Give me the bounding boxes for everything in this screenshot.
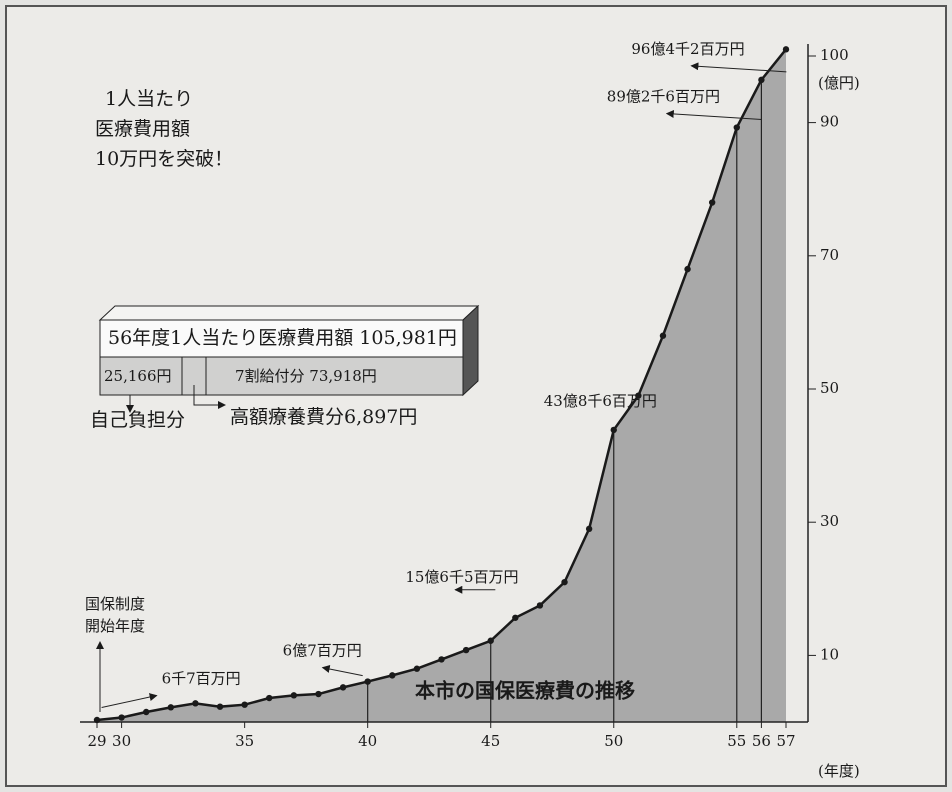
point	[266, 695, 272, 701]
point	[463, 647, 469, 653]
x-tick-label: 35	[235, 732, 254, 750]
headline: 医療費用額	[95, 118, 190, 140]
y-tick-label: 90	[820, 113, 839, 131]
start-note: 開始年度	[85, 617, 145, 635]
point	[168, 704, 174, 710]
point	[94, 717, 100, 723]
point	[537, 602, 543, 608]
info-header: 56年度1人当たり医療費用額 105,981円	[108, 327, 457, 349]
point	[118, 714, 124, 720]
point	[684, 266, 690, 272]
y-tick-label: 30	[820, 512, 839, 530]
x-tick-label: 50	[604, 732, 623, 750]
point	[389, 672, 395, 678]
point	[611, 427, 617, 433]
x-tick-label: 29	[87, 732, 106, 750]
point	[364, 678, 370, 684]
value-label: 96億4千2百万円	[631, 40, 744, 58]
point	[217, 703, 223, 709]
point	[241, 701, 247, 707]
headline: 1人当たり	[105, 88, 193, 110]
info-high-cost-label: 高額療養費分6,897円	[230, 406, 417, 428]
value-label: 43億8千6百万円	[544, 392, 657, 410]
point	[734, 124, 740, 130]
info-self-pay: 25,166円	[104, 367, 172, 385]
y-tick-label: 100	[820, 46, 849, 64]
point	[291, 692, 297, 698]
headline: 10万円を突破！	[95, 148, 233, 170]
point	[488, 638, 494, 644]
point	[438, 656, 444, 662]
point	[709, 199, 715, 205]
point	[561, 579, 567, 585]
value-label: 15億6千5百万円	[405, 568, 518, 586]
x-tick-label: 45	[481, 732, 500, 750]
point	[783, 46, 789, 52]
y-tick-label: 70	[820, 246, 839, 264]
value-label: 6億7百万円	[283, 642, 362, 660]
y-unit: (億円)	[818, 74, 860, 92]
point	[512, 615, 518, 621]
x-tick-label: 57	[776, 732, 795, 750]
value-label: 6千7百万円	[162, 670, 241, 688]
x-tick-label: 56	[752, 732, 771, 750]
x-tick-label: 55	[727, 732, 746, 750]
info-benefit: 7割給付分 73,918円	[235, 367, 377, 385]
point	[315, 691, 321, 697]
chart-title: 本市の国保医療費の推移	[415, 679, 635, 703]
point	[143, 709, 149, 715]
point	[414, 666, 420, 672]
point	[586, 526, 592, 532]
y-tick-label: 50	[820, 379, 839, 397]
start-note: 国保制度	[85, 595, 145, 613]
x-tick-label: 30	[112, 732, 131, 750]
point	[660, 333, 666, 339]
info-self-pay-label: 自己負担分	[90, 409, 185, 431]
point	[758, 77, 764, 83]
x-tick-label: 40	[358, 732, 377, 750]
y-tick-label: 10	[820, 645, 839, 663]
point	[192, 700, 198, 706]
x-unit: (年度)	[818, 762, 860, 780]
point	[340, 684, 346, 690]
chart: 10 30 50 70 90 100 29 30 35 40 45 50 55 56 57 6千7百万円 6億7…	[0, 0, 952, 792]
page: 10 30 50 70 90 100 29 30 35 40 45 50 55 56 57 6千7百万円 6億7…	[0, 0, 952, 792]
value-label: 89億2千6百万円	[607, 88, 720, 106]
